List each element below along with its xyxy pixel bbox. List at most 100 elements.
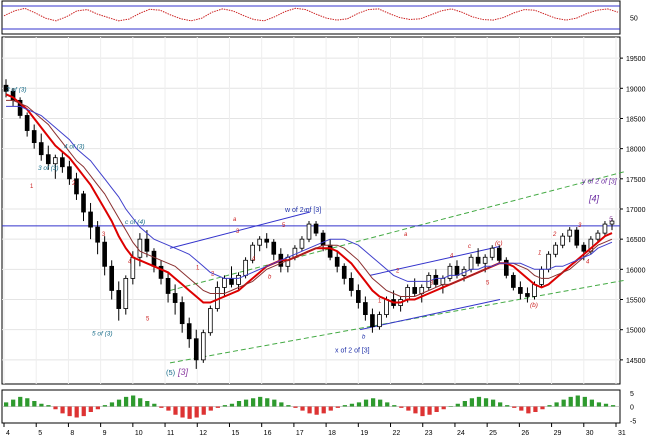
- momentum-bar: [74, 406, 79, 418]
- wave-label: 5: [609, 217, 613, 223]
- candle-body: [193, 338, 199, 361]
- wave-label: 4: [450, 253, 454, 259]
- momentum-bar: [293, 406, 298, 408]
- date-tick-label: 10: [135, 430, 143, 437]
- momentum-bar: [258, 396, 263, 407]
- momentum-bar: [300, 406, 305, 411]
- momentum-bar: [342, 405, 347, 407]
- wave-label: 2: [211, 271, 215, 277]
- momentum-bar: [32, 401, 37, 407]
- candle-body: [208, 308, 213, 334]
- momentum-bar: [116, 399, 122, 407]
- wave-label: 1: [30, 184, 34, 190]
- date-tick-label: 5: [38, 430, 42, 437]
- wave-label: 1: [538, 250, 541, 256]
- date-tick-label: 22: [393, 430, 401, 437]
- candle-body: [447, 265, 453, 279]
- wave-label: 5: [486, 280, 490, 286]
- momentum-bar: [53, 406, 58, 410]
- candle-body: [123, 277, 129, 309]
- momentum-bar: [67, 406, 72, 417]
- momentum-bar: [123, 396, 129, 407]
- momentum-bar: [603, 403, 609, 407]
- candle-body: [285, 256, 291, 267]
- candle-body: [327, 244, 333, 258]
- wave-label: 4: [586, 259, 590, 265]
- momentum-bar: [159, 406, 164, 408]
- momentum-bar: [25, 398, 30, 407]
- momentum-bar: [610, 405, 616, 407]
- momentum-bar: [229, 403, 235, 407]
- candle-body: [602, 223, 608, 234]
- wave-label: 3: [102, 232, 106, 238]
- wave-label: [4]: [588, 194, 600, 204]
- candle-body: [243, 259, 248, 276]
- momentum-bar: [568, 396, 573, 407]
- momentum-bar: [455, 403, 460, 407]
- oscillator-panel: [1, 0, 621, 35]
- candle-body: [24, 115, 30, 131]
- momentum-bar: [519, 406, 524, 411]
- price-tick-label: 15000: [626, 328, 646, 335]
- momentum-bar: [109, 402, 115, 407]
- price-tick-label: 17000: [626, 207, 646, 214]
- candle-body: [109, 265, 115, 291]
- momentum-bar: [589, 399, 595, 407]
- candle-body: [567, 229, 573, 237]
- candle-body: [370, 314, 375, 328]
- candle-body: [81, 193, 86, 213]
- momentum-bar: [526, 406, 531, 414]
- momentum-bar: [314, 406, 319, 415]
- momentum-bar: [194, 406, 199, 418]
- momentum-bar: [201, 406, 206, 415]
- candle-body: [60, 157, 65, 168]
- momentum-bar: [462, 401, 467, 407]
- momentum-bar: [286, 405, 291, 407]
- trend-channel-line: [169, 279, 626, 364]
- candle-body: [299, 238, 305, 249]
- candle-body: [257, 238, 262, 246]
- candle-body: [229, 277, 234, 285]
- momentum-bar: [18, 396, 23, 407]
- momentum-bar: [575, 395, 580, 407]
- date-tick-label: 8: [70, 430, 74, 437]
- date-tick-label: 25: [489, 430, 497, 437]
- momentum-bar: [145, 401, 150, 407]
- momentum-bar: [476, 396, 482, 407]
- candle-body: [45, 154, 51, 165]
- date-tick-label: 11: [167, 430, 174, 437]
- wave-label: (b): [530, 302, 538, 309]
- price-layer: [2, 79, 626, 369]
- moving-average-line: [6, 105, 613, 282]
- momentum-tick-label: 5: [630, 391, 634, 398]
- momentum-tick-label: 0: [630, 405, 634, 412]
- date-tick-label: 15: [231, 430, 239, 437]
- candle-body: [158, 265, 164, 279]
- wave-label: 3 of (3): [6, 86, 27, 93]
- momentum-bar: [582, 396, 587, 407]
- wave-label: 1: [196, 265, 200, 271]
- candle-body: [151, 250, 157, 267]
- candle-body: [341, 265, 347, 279]
- candle-body: [102, 241, 107, 267]
- wave-label: 5: [146, 317, 150, 323]
- candle-body: [74, 178, 79, 195]
- candle-body: [532, 284, 537, 297]
- candle-body: [31, 130, 37, 144]
- wave-label: [3]: [177, 367, 189, 377]
- price-tick-label: 18000: [626, 147, 646, 154]
- momentum-bar: [413, 406, 418, 414]
- wave-label: y of 2 of [3]: [581, 179, 618, 186]
- date-tick-label: 19: [360, 430, 368, 437]
- candle-body: [489, 247, 495, 258]
- momentum-bar: [46, 405, 51, 407]
- momentum-bar: [208, 406, 213, 411]
- date-tick-label: 9: [103, 430, 107, 437]
- candle-body: [454, 265, 460, 276]
- momentum-bar: [406, 406, 411, 411]
- momentum-bar: [131, 395, 136, 407]
- wave-label: c: [304, 208, 307, 214]
- momentum-bar: [39, 403, 44, 407]
- candle-body: [3, 84, 9, 92]
- momentum-tick-label: -5: [630, 418, 636, 425]
